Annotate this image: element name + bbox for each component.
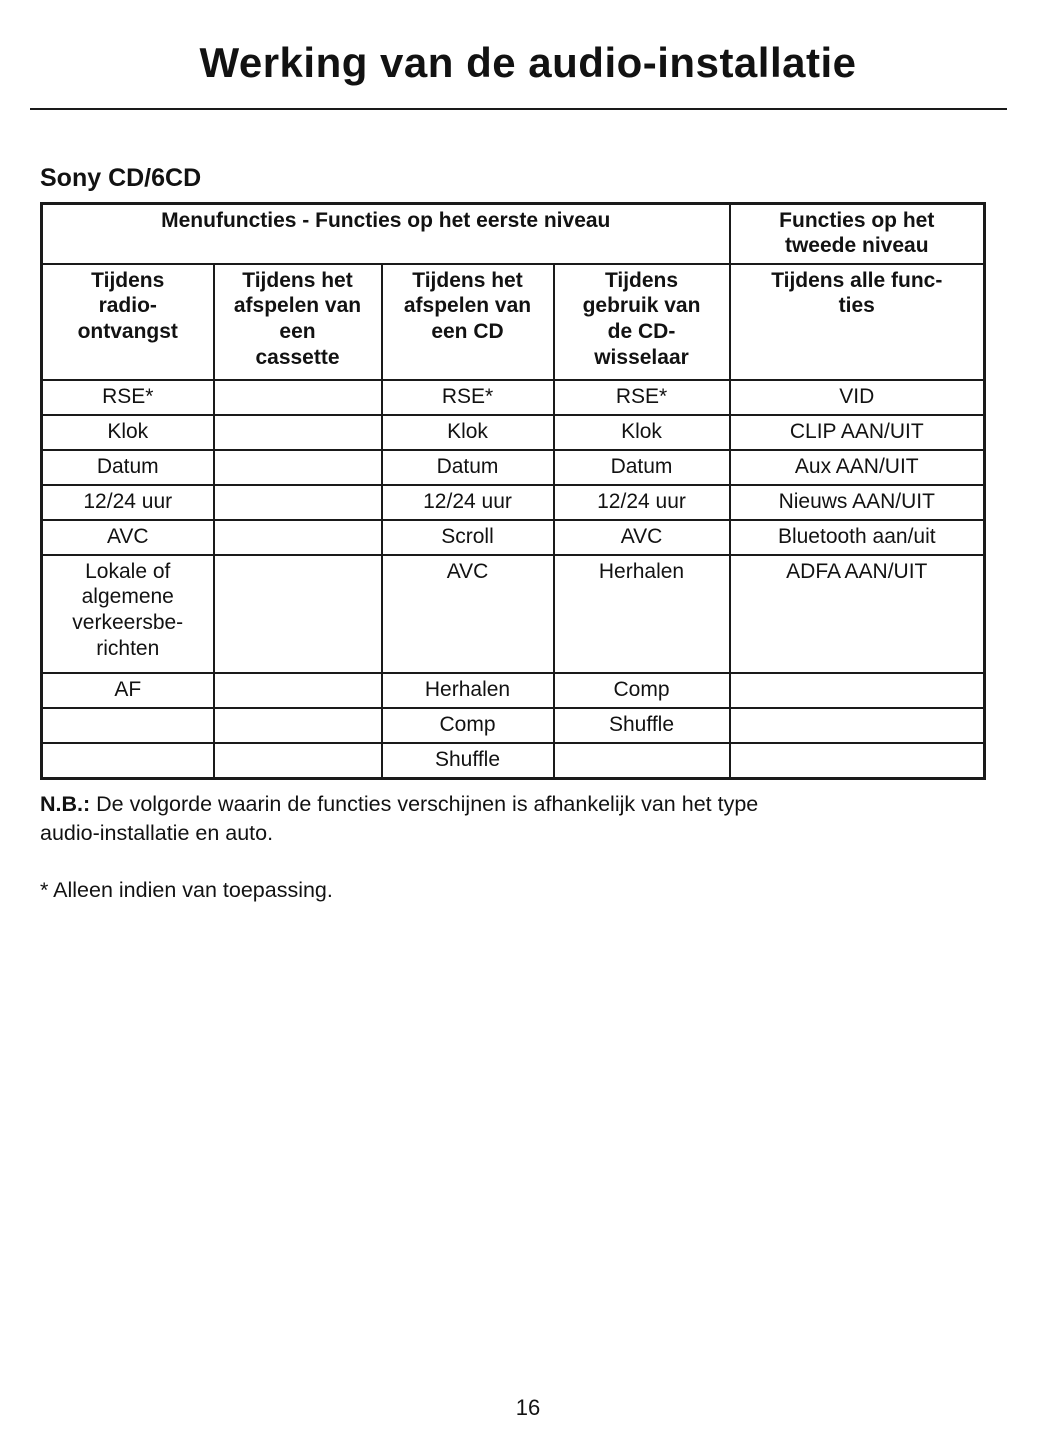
table-cell: Herhalen bbox=[380, 671, 555, 709]
header-cell-alle-functies: Tijdens alle func- ties bbox=[728, 262, 986, 381]
table-cell bbox=[40, 741, 215, 780]
header-cell-first-level: Menufuncties - Functies op het eerste ni… bbox=[40, 202, 731, 265]
table-cell bbox=[212, 448, 383, 486]
page-title: Werking van de audio-installatie bbox=[199, 39, 857, 86]
table-cell bbox=[212, 671, 383, 709]
note-paragraph: N.B.: De volgorde waarin de functies ver… bbox=[40, 790, 1000, 849]
table-cell: Aux AAN/UIT bbox=[728, 448, 986, 486]
table-cell bbox=[728, 706, 986, 744]
table-cell: AF bbox=[40, 671, 215, 709]
table-cell: AVC bbox=[552, 518, 731, 556]
footnote: * Alleen indien van toepassing. bbox=[40, 878, 333, 902]
table-row: 12/24 uur 12/24 uur 12/24 uur Nieuws AAN… bbox=[40, 483, 986, 521]
table-cell: Klok bbox=[380, 413, 555, 451]
section-heading: Sony CD/6CD bbox=[40, 164, 202, 193]
table-cell bbox=[728, 671, 986, 709]
table-header-row-columns: Tijdens radio- ontvangst Tijdens het afs… bbox=[40, 262, 986, 381]
table-row: Shuffle bbox=[40, 741, 986, 780]
table-row: Lokale of algemene verkeersbe- richten A… bbox=[40, 553, 986, 674]
header-cell-cd: Tijdens het afspelen van een CD bbox=[380, 262, 555, 381]
table-cell: RSE* bbox=[552, 378, 731, 416]
table-cell: Scroll bbox=[380, 518, 555, 556]
table-cell: Nieuws AAN/UIT bbox=[728, 483, 986, 521]
table-row: Comp Shuffle bbox=[40, 706, 986, 744]
table-cell bbox=[212, 483, 383, 521]
table-cell bbox=[212, 378, 383, 416]
table-cell: 12/24 uur bbox=[40, 483, 215, 521]
table-row: Datum Datum Datum Aux AAN/UIT bbox=[40, 448, 986, 486]
menu-functions-table: Menufuncties - Functies op het eerste ni… bbox=[40, 201, 987, 780]
table-cell: 12/24 uur bbox=[380, 483, 555, 521]
table-cell: VID bbox=[728, 378, 986, 416]
table-cell: Bluetooth aan/uit bbox=[728, 518, 986, 556]
table-cell: RSE* bbox=[380, 378, 555, 416]
table-cell bbox=[552, 741, 731, 780]
header-cell-radio: Tijdens radio- ontvangst bbox=[40, 262, 215, 381]
table-row: AVC Scroll AVC Bluetooth aan/uit bbox=[40, 518, 986, 556]
table-cell: Shuffle bbox=[380, 741, 555, 780]
table-row: RSE* RSE* RSE* VID bbox=[40, 378, 986, 416]
header-cell-cd-wisselaar: Tijdens gebruik van de CD- wisselaar bbox=[552, 262, 731, 381]
table-cell: CLIP AAN/UIT bbox=[728, 413, 986, 451]
table-cell: Herhalen bbox=[552, 553, 731, 674]
table-cell bbox=[728, 741, 986, 780]
table-cell: AVC bbox=[380, 553, 555, 674]
table-cell bbox=[212, 741, 383, 780]
header-cell-second-level: Functies op het tweede niveau bbox=[728, 202, 986, 265]
table-cell: RSE* bbox=[40, 378, 215, 416]
table-row: AF Herhalen Comp bbox=[40, 671, 986, 709]
table-cell: Klok bbox=[40, 413, 215, 451]
header-cell-cassette: Tijdens het afspelen van een cassette bbox=[212, 262, 383, 381]
table-cell bbox=[212, 553, 383, 674]
title-divider bbox=[30, 108, 1007, 111]
page-number: 16 bbox=[515, 1395, 541, 1420]
table-cell: Comp bbox=[380, 706, 555, 744]
table-cell: ADFA AAN/UIT bbox=[728, 553, 986, 674]
table-header-row-top: Menufuncties - Functies op het eerste ni… bbox=[40, 202, 986, 265]
table-cell: Datum bbox=[552, 448, 731, 486]
table-cell: Datum bbox=[380, 448, 555, 486]
table-cell: Datum bbox=[40, 448, 215, 486]
table-cell: 12/24 uur bbox=[552, 483, 731, 521]
table-cell bbox=[40, 706, 215, 744]
table-cell: Shuffle bbox=[552, 706, 731, 744]
note-label: N.B.: bbox=[40, 791, 91, 816]
table-cell: Lokale of algemene verkeersbe- richten bbox=[40, 553, 215, 674]
table-cell bbox=[212, 518, 383, 556]
table-cell: Klok bbox=[552, 413, 731, 451]
table-cell bbox=[212, 706, 383, 744]
table-cell bbox=[212, 413, 383, 451]
table-cell: Comp bbox=[552, 671, 731, 709]
note-text: De volgorde waarin de functies verschijn… bbox=[40, 791, 759, 846]
table-row: Klok Klok Klok CLIP AAN/UIT bbox=[40, 413, 986, 451]
table-cell: AVC bbox=[40, 518, 215, 556]
